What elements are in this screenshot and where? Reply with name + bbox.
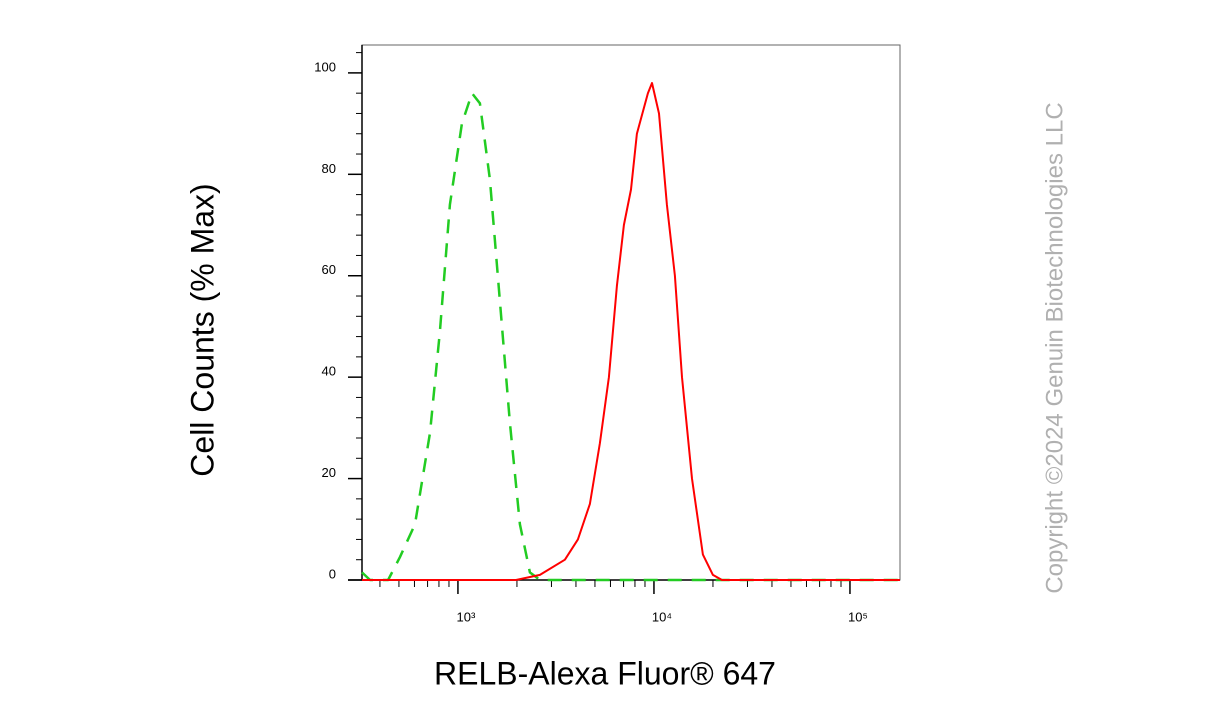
y-tick-label: 0 xyxy=(329,566,336,581)
x-axis-label: RELB-Alexa Fluor® 647 xyxy=(434,655,776,691)
series-line xyxy=(361,91,900,582)
x-tick-label: 10³ xyxy=(457,609,476,624)
y-axis-label: Cell Counts (% Max) xyxy=(184,183,220,476)
y-tick-label: 40 xyxy=(322,364,336,379)
x-tick-label: 10⁴ xyxy=(652,609,672,624)
plot-frame xyxy=(361,44,901,581)
y-tick-label: 100 xyxy=(314,59,336,74)
series-line xyxy=(362,82,900,581)
y-tick-label: 60 xyxy=(322,262,336,277)
y-tick-label: 20 xyxy=(322,465,336,480)
watermark: Copyright ©2024 Genuin Biotechnologies L… xyxy=(1041,102,1068,593)
y-tick-label: 80 xyxy=(322,161,336,176)
x-tick-label: 10⁵ xyxy=(848,609,868,624)
